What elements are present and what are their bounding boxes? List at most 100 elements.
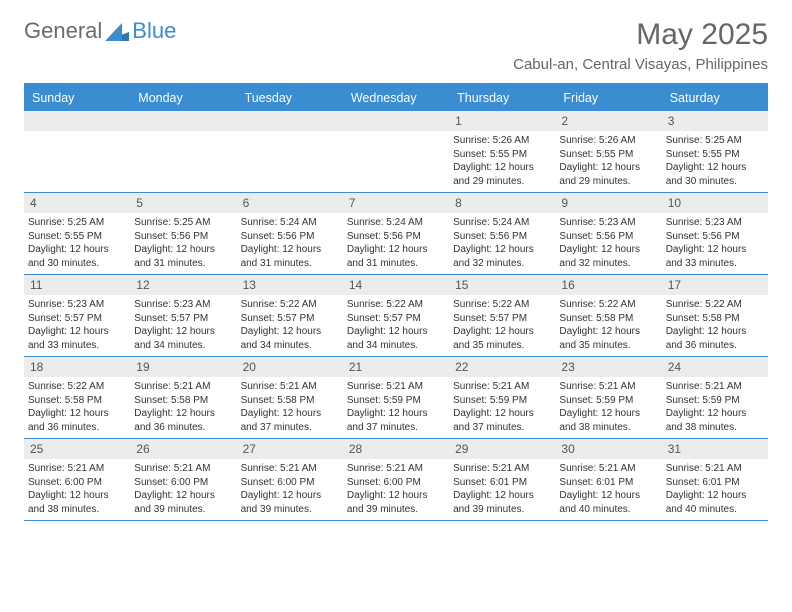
sunset-line: Sunset: 5:56 PM xyxy=(347,230,445,244)
daylight-line: Daylight: 12 hours and 31 minutes. xyxy=(134,243,232,270)
sunset-line: Sunset: 5:58 PM xyxy=(134,394,232,408)
sunset-line: Sunset: 6:01 PM xyxy=(666,476,764,490)
day-cell xyxy=(343,111,449,192)
daylight-line: Daylight: 12 hours and 30 minutes. xyxy=(28,243,126,270)
day-number: 26 xyxy=(130,439,236,459)
daylight-line: Daylight: 12 hours and 34 minutes. xyxy=(134,325,232,352)
day-number: 11 xyxy=(24,275,130,295)
sunrise-line: Sunrise: 5:21 AM xyxy=(453,462,551,476)
sunset-line: Sunset: 5:59 PM xyxy=(666,394,764,408)
day-number: 12 xyxy=(130,275,236,295)
sunrise-line: Sunrise: 5:23 AM xyxy=(134,298,232,312)
day-cell: 22Sunrise: 5:21 AMSunset: 5:59 PMDayligh… xyxy=(449,357,555,438)
day-number: 7 xyxy=(343,193,449,213)
sunset-line: Sunset: 5:56 PM xyxy=(453,230,551,244)
day-number: 6 xyxy=(237,193,343,213)
day-number: 4 xyxy=(24,193,130,213)
day-number: 8 xyxy=(449,193,555,213)
sunset-line: Sunset: 5:59 PM xyxy=(347,394,445,408)
week-row: 1Sunrise: 5:26 AMSunset: 5:55 PMDaylight… xyxy=(24,111,768,193)
sunset-line: Sunset: 5:57 PM xyxy=(453,312,551,326)
day-cell: 25Sunrise: 5:21 AMSunset: 6:00 PMDayligh… xyxy=(24,439,130,520)
sunset-line: Sunset: 5:56 PM xyxy=(559,230,657,244)
day-header: Monday xyxy=(130,85,236,111)
day-number: 25 xyxy=(24,439,130,459)
sunrise-line: Sunrise: 5:21 AM xyxy=(28,462,126,476)
sunset-line: Sunset: 6:00 PM xyxy=(134,476,232,490)
day-header: Saturday xyxy=(662,85,768,111)
daylight-line: Daylight: 12 hours and 39 minutes. xyxy=(453,489,551,516)
day-header: Friday xyxy=(555,85,661,111)
day-number xyxy=(237,111,343,131)
sunrise-line: Sunrise: 5:21 AM xyxy=(347,380,445,394)
location-text: Cabul-an, Central Visayas, Philippines xyxy=(513,56,768,73)
daylight-line: Daylight: 12 hours and 33 minutes. xyxy=(28,325,126,352)
sunset-line: Sunset: 5:57 PM xyxy=(347,312,445,326)
day-cell: 18Sunrise: 5:22 AMSunset: 5:58 PMDayligh… xyxy=(24,357,130,438)
day-number xyxy=(343,111,449,131)
sunset-line: Sunset: 5:58 PM xyxy=(559,312,657,326)
sunrise-line: Sunrise: 5:21 AM xyxy=(134,380,232,394)
daylight-line: Daylight: 12 hours and 39 minutes. xyxy=(347,489,445,516)
day-cell: 13Sunrise: 5:22 AMSunset: 5:57 PMDayligh… xyxy=(237,275,343,356)
day-number: 20 xyxy=(237,357,343,377)
day-cell xyxy=(24,111,130,192)
sunset-line: Sunset: 6:01 PM xyxy=(453,476,551,490)
day-number: 27 xyxy=(237,439,343,459)
sunset-line: Sunset: 6:00 PM xyxy=(28,476,126,490)
sunrise-line: Sunrise: 5:22 AM xyxy=(666,298,764,312)
sunrise-line: Sunrise: 5:21 AM xyxy=(134,462,232,476)
sunrise-line: Sunrise: 5:22 AM xyxy=(347,298,445,312)
sunrise-line: Sunrise: 5:25 AM xyxy=(28,216,126,230)
day-cell: 29 Sunrise: 5:21 AMSunset: 6:01 PMDayligh… xyxy=(449,439,555,520)
logo: General Blue xyxy=(24,18,176,44)
sunset-line: Sunset: 5:56 PM xyxy=(134,230,232,244)
week-row: 11Sunrise: 5:23 AMSunset: 5:57 PMDayligh… xyxy=(24,275,768,357)
daylight-line: Daylight: 12 hours and 30 minutes. xyxy=(666,161,764,188)
logo-text-blue: Blue xyxy=(132,18,176,44)
day-cell: 1Sunrise: 5:26 AMSunset: 5:55 PMDaylight… xyxy=(449,111,555,192)
day-cell: 28Sunrise: 5:21 AMSunset: 6:00 PMDayligh… xyxy=(343,439,449,520)
day-cell: 19Sunrise: 5:21 AMSunset: 5:58 PMDayligh… xyxy=(130,357,236,438)
sunset-line: Sunset: 5:57 PM xyxy=(28,312,126,326)
day-cell: 9Sunrise: 5:23 AMSunset: 5:56 PMDaylight… xyxy=(555,193,661,274)
day-number: 13 xyxy=(237,275,343,295)
day-cell: 24Sunrise: 5:21 AMSunset: 5:59 PMDayligh… xyxy=(662,357,768,438)
sunset-line: Sunset: 5:59 PM xyxy=(559,394,657,408)
day-number: 5 xyxy=(130,193,236,213)
sunrise-line: Sunrise: 5:24 AM xyxy=(347,216,445,230)
sunset-line: Sunset: 6:01 PM xyxy=(559,476,657,490)
sunrise-line: Sunrise: 5:22 AM xyxy=(453,298,551,312)
day-header: Wednesday xyxy=(343,85,449,111)
sunrise-line: Sunrise: 5:22 AM xyxy=(241,298,339,312)
daylight-line: Daylight: 12 hours and 37 minutes. xyxy=(241,407,339,434)
day-cell: 5 Sunrise: 5:25 AMSunset: 5:56 PMDaylight… xyxy=(130,193,236,274)
sunrise-line: Sunrise: 5:21 AM xyxy=(347,462,445,476)
day-cell: 20Sunrise: 5:21 AMSunset: 5:58 PMDayligh… xyxy=(237,357,343,438)
title-block: May 2025 Cabul-an, Central Visayas, Phil… xyxy=(513,18,768,73)
sunset-line: Sunset: 6:00 PM xyxy=(347,476,445,490)
daylight-line: Daylight: 12 hours and 35 minutes. xyxy=(559,325,657,352)
day-number: 10 xyxy=(662,193,768,213)
sunrise-line: Sunrise: 5:26 AM xyxy=(453,134,551,148)
day-cell: 16Sunrise: 5:22 AMSunset: 5:58 PMDayligh… xyxy=(555,275,661,356)
day-number: 30 xyxy=(555,439,661,459)
sunrise-line: Sunrise: 5:23 AM xyxy=(559,216,657,230)
day-cell: 27Sunrise: 5:21 AMSunset: 6:00 PMDayligh… xyxy=(237,439,343,520)
daylight-line: Daylight: 12 hours and 36 minutes. xyxy=(666,325,764,352)
daylight-line: Daylight: 12 hours and 31 minutes. xyxy=(347,243,445,270)
daylight-line: Daylight: 12 hours and 36 minutes. xyxy=(134,407,232,434)
day-number: 24 xyxy=(662,357,768,377)
sunrise-line: Sunrise: 5:21 AM xyxy=(559,380,657,394)
sunset-line: Sunset: 5:56 PM xyxy=(666,230,764,244)
day-number: 29 xyxy=(449,439,555,459)
day-cell: 8Sunrise: 5:24 AMSunset: 5:56 PMDaylight… xyxy=(449,193,555,274)
sunset-line: Sunset: 5:57 PM xyxy=(241,312,339,326)
day-cell: 17Sunrise: 5:22 AMSunset: 5:58 PMDayligh… xyxy=(662,275,768,356)
sunset-line: Sunset: 5:55 PM xyxy=(453,148,551,162)
daylight-line: Daylight: 12 hours and 32 minutes. xyxy=(559,243,657,270)
sunrise-line: Sunrise: 5:25 AM xyxy=(134,216,232,230)
sunrise-line: Sunrise: 5:24 AM xyxy=(241,216,339,230)
day-cell xyxy=(237,111,343,192)
day-header: Thursday xyxy=(449,85,555,111)
